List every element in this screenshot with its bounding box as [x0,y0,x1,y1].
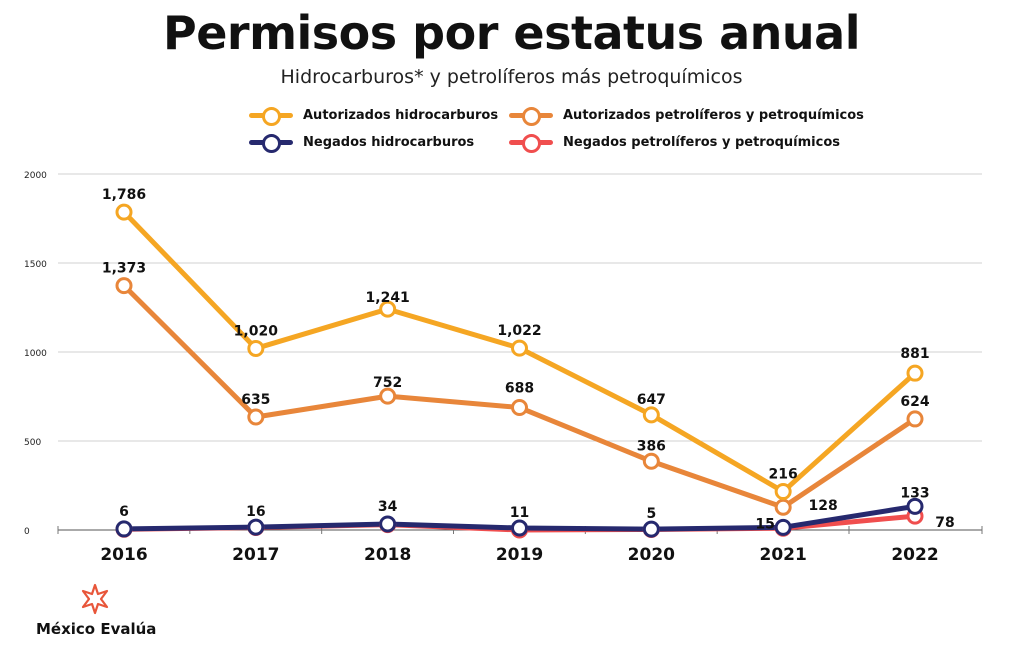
data-label: 624 [900,394,929,410]
data-point [511,519,528,537]
chart-subtitle: Hidrocarburos* y petrolíferos más petroq… [280,66,743,88]
y-tick-label: 2000 [24,171,47,181]
x-tick-label: 2016 [100,545,147,565]
legend-item-autorizados-petroliferos: Autorizados petrolíferos y petroquímicos [509,104,864,126]
data-point [379,300,397,318]
data-label: 11 [510,505,529,521]
legend-swatch [249,133,293,153]
legend-swatch [509,106,553,126]
legend-swatch [249,106,293,126]
data-label: 1,373 [102,261,146,277]
data-label: 688 [505,381,534,397]
y-tick-label: 1500 [24,260,47,270]
data-point [642,452,660,470]
data-point [906,364,924,382]
data-point [774,498,792,516]
x-tick-label: 2018 [364,545,411,565]
data-point [906,497,924,515]
data-label: 78 [935,515,954,531]
data-point [511,339,528,357]
data-point [511,399,528,417]
legend-swatch [509,133,553,153]
x-tick-label: 2019 [496,545,543,565]
data-label: 216 [769,467,798,483]
data-label: 1,020 [234,323,279,339]
x-tick-label: 2020 [628,545,675,565]
data-point [247,408,265,426]
y-tick-label: 1000 [24,349,47,359]
legend-label: Autorizados petrolíferos y petroquímicos [563,107,864,123]
data-point [379,515,397,533]
data-point [642,520,660,538]
data-point [774,518,792,536]
data-point [115,277,133,295]
data-label: 1,022 [497,323,541,339]
data-point [642,406,660,424]
x-tick-label: 2017 [232,545,279,565]
data-label: 6 [119,504,129,520]
data-label: 647 [637,392,666,408]
data-point [115,520,133,538]
legend-label: Negados petrolíferos y petroquímicos [563,134,841,150]
legend: Autorizados hidrocarburos Autorizados pe… [0,104,1023,154]
legend-item-autorizados-hidrocarburos: Autorizados hidrocarburos [249,104,498,126]
legend-item-negados-petroliferos: Negados petrolíferos y petroquímicos [509,131,840,153]
data-point [115,203,133,221]
legend-label: Negados hidrocarburos [303,134,475,150]
data-label: 386 [637,438,666,454]
data-label: 635 [241,392,270,408]
data-label: 128 [809,498,838,514]
data-label: 133 [900,485,929,501]
data-point [379,387,397,405]
legend-label: Autorizados hidrocarburos [303,107,499,123]
data-label: 16 [246,504,265,520]
data-label: 881 [900,346,929,362]
chart-title: Permisos por estatus anual [163,6,861,60]
y-tick-label: 0 [24,527,30,537]
y-tick-label: 500 [24,438,41,448]
data-label: 15 [755,516,774,532]
data-point [906,410,924,428]
data-point [247,518,265,536]
x-tick-label: 2021 [760,545,807,565]
data-label: 1,241 [366,290,410,306]
data-point [247,339,265,357]
legend-item-negados-hidrocarburos: Negados hidrocarburos [249,131,474,153]
data-label: 34 [378,499,398,515]
data-point [774,483,792,501]
logo-text: México Evalúa [36,620,157,638]
logo: México Evalúa [36,582,176,642]
data-label: 752 [373,375,402,391]
data-label: 5 [646,506,656,522]
logo-star-icon [81,583,109,615]
data-label: 1,786 [102,187,146,203]
x-tick-label: 2022 [891,545,938,565]
